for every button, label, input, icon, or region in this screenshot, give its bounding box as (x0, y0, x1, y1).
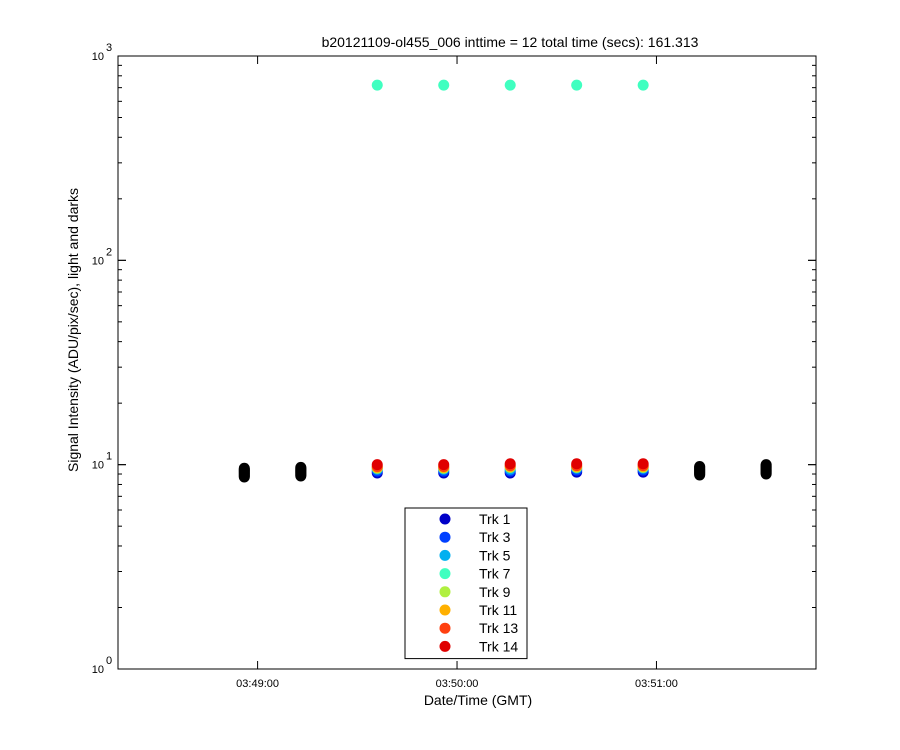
x-axis: 03:49:00 03:50:00 03:51:00 (236, 56, 678, 690)
legend-label: Trk 9 (479, 584, 511, 600)
legend-label: Trk 1 (479, 511, 511, 527)
point-series-7 (504, 458, 516, 470)
x-tick-label: 03:49:00 (236, 678, 279, 690)
y-tick-label-exponent: 0 (106, 655, 112, 667)
legend-marker (439, 622, 451, 634)
legend: Trk 1 Trk 3 Trk 5 Trk 7 Trk 9 Trk 11 Trk 13 Trk… (404, 507, 528, 660)
dark-point (760, 459, 772, 471)
point-series-3 (637, 79, 649, 91)
dark-point (694, 460, 706, 472)
legend-label: Trk 3 (479, 529, 511, 545)
legend-label: Trk 7 (479, 566, 511, 582)
y-tick-label: 10 (92, 664, 104, 676)
legend-marker (439, 604, 451, 616)
point-series-3 (371, 79, 383, 91)
chart-title: b20121109-ol455_006 inttime = 12 total t… (322, 34, 699, 50)
legend-marker (439, 640, 451, 652)
y-tick-label-exponent: 1 (106, 451, 112, 463)
point-series-7 (438, 459, 450, 471)
point-series-7 (371, 459, 383, 471)
legend-marker (439, 513, 451, 525)
legend-label: Trk 13 (479, 620, 518, 636)
legend-label: Trk 14 (479, 638, 518, 654)
y-tick-label: 10 (92, 460, 104, 472)
y-tick-label-exponent: 2 (106, 246, 112, 258)
legend-marker (439, 568, 451, 580)
plot-area (238, 79, 772, 483)
x-tick-label: 03:51:00 (635, 678, 678, 690)
y-tick-label-exponent: 3 (106, 42, 112, 54)
y-tick-label: 10 (92, 51, 104, 63)
point-series-3 (438, 79, 450, 91)
point-series-3 (504, 79, 516, 91)
legend-marker (439, 549, 451, 561)
legend-marker (439, 586, 451, 598)
point-series-7 (637, 458, 649, 470)
x-axis-title: Date/Time (GMT) (424, 692, 532, 708)
legend-label: Trk 5 (479, 547, 511, 563)
dark-point (295, 461, 307, 473)
plot-frame (117, 55, 817, 670)
legend-marker (439, 531, 451, 543)
point-series-7 (571, 458, 583, 470)
legend-label: Trk 11 (479, 602, 517, 618)
y-tick-label: 10 (92, 255, 104, 267)
dark-point (238, 462, 250, 474)
x-tick-label: 03:50:00 (436, 678, 479, 690)
y-axis-title: Signal Intensity (ADU/pix/sec), light an… (65, 188, 81, 472)
point-series-3 (571, 79, 583, 91)
legend-box (404, 507, 528, 660)
